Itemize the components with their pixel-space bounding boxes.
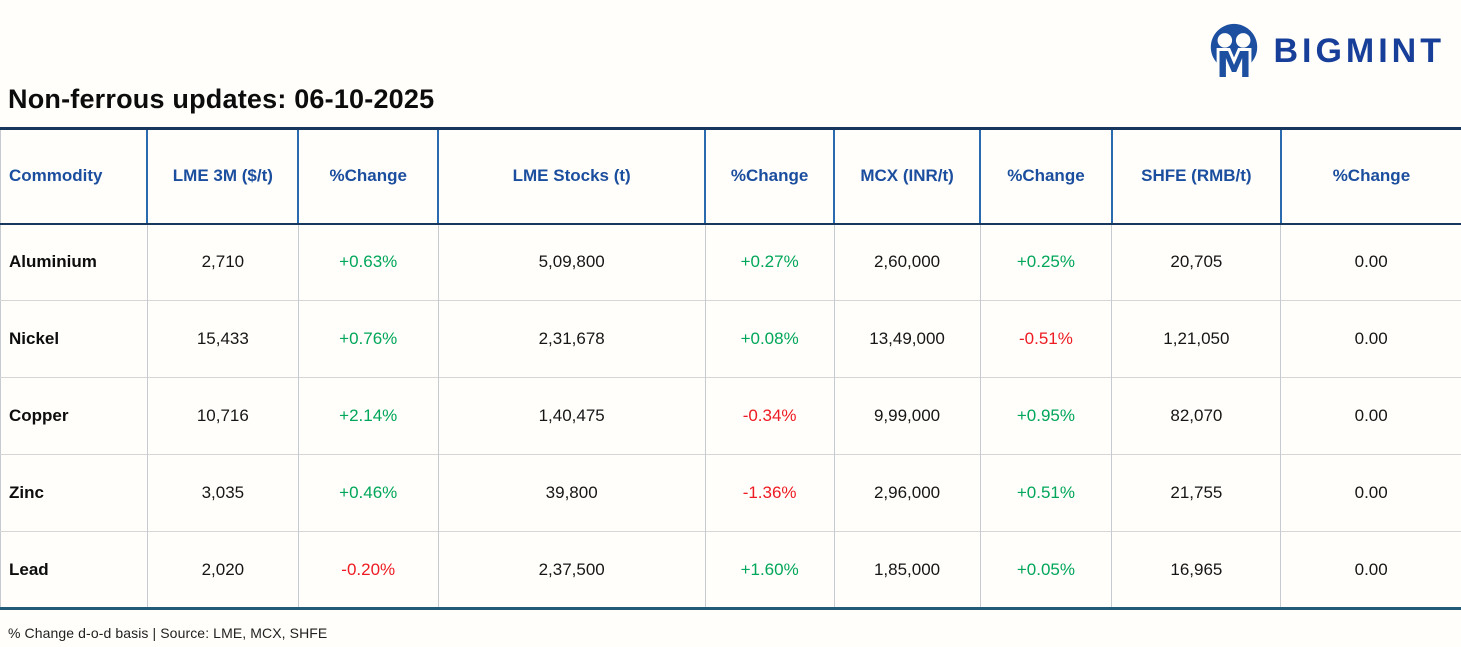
commodity-cell: Copper xyxy=(0,377,148,455)
page-title: Non-ferrous updates: 06-10-2025 xyxy=(8,84,435,114)
table-row-copper: Copper 10,716 +2.14% 1,40,475 -0.34% 9,9… xyxy=(0,377,1461,455)
column-header-lme-stocks-change: %Change xyxy=(704,128,835,225)
commodity-cell: Nickel xyxy=(0,300,148,378)
value-cell: 39,800 xyxy=(437,454,706,532)
value-cell: 3,035 xyxy=(146,454,299,532)
value-cell: 15,433 xyxy=(146,300,299,378)
value-cell: 2,31,678 xyxy=(437,300,706,378)
table-row-lead: Lead 2,020 -0.20% 2,37,500 +1.60% 1,85,0… xyxy=(0,531,1461,610)
table-row-aluminium: Aluminium 2,710 +0.63% 5,09,800 +0.27% 2… xyxy=(1,223,1461,301)
svg-text:M: M xyxy=(1217,45,1253,80)
value-cell: 9,99,000 xyxy=(833,377,980,455)
value-cell: 13,49,000 xyxy=(833,300,980,378)
change-cell: -0.51% xyxy=(979,300,1112,378)
change-cell: +0.63% xyxy=(297,223,439,301)
change-cell: +0.08% xyxy=(704,300,835,378)
value-cell: 1,21,050 xyxy=(1111,300,1281,378)
column-header-lme-3m-change: %Change xyxy=(297,128,439,225)
change-cell: -0.20% xyxy=(297,531,439,610)
value-cell: 2,60,000 xyxy=(833,223,980,301)
commodity-cell: Aluminium xyxy=(9,252,97,272)
value-cell: 2,020 xyxy=(146,531,299,610)
commodity-cell: Zinc xyxy=(0,454,148,532)
column-header-lme-3m: LME 3M ($/t) xyxy=(146,128,299,225)
header-row: Commodity LME 3M ($/t) %Change LME Stock… xyxy=(0,128,1461,225)
change-cell: -0.34% xyxy=(704,377,835,455)
column-header-shfe: SHFE (RMB/t) xyxy=(1110,128,1281,225)
column-header-lme-stocks: LME Stocks (t) xyxy=(437,128,706,225)
bigmint-logo-icon: M xyxy=(1205,22,1263,80)
column-header-mcx: MCX (INR/t) xyxy=(833,128,980,225)
column-header-commodity: Commodity xyxy=(0,128,148,225)
column-header-mcx-change: %Change xyxy=(979,128,1112,225)
change-cell: +2.14% xyxy=(297,377,439,455)
footnote: % Change d-o-d basis | Source: LME, MCX,… xyxy=(8,625,328,641)
change-cell: 0.00 xyxy=(1280,300,1461,378)
column-header-shfe-change: %Change xyxy=(1279,128,1461,225)
change-cell: 0.00 xyxy=(1280,223,1461,301)
change-cell: 0.00 xyxy=(1280,531,1461,610)
value-cell: 5,09,800 xyxy=(437,223,706,301)
value-cell: 2,37,500 xyxy=(437,531,706,610)
brand-name: BIGMINT xyxy=(1273,31,1445,70)
value-cell: 16,965 xyxy=(1111,531,1281,610)
commodity-cell: Lead xyxy=(0,531,148,610)
change-cell: +0.25% xyxy=(979,223,1112,301)
change-cell: +0.95% xyxy=(979,377,1112,455)
change-cell: +0.76% xyxy=(297,300,439,378)
commodity-price-table: Commodity LME 3M ($/t) %Change LME Stock… xyxy=(0,127,1461,610)
change-cell: +0.51% xyxy=(979,454,1112,532)
value-cell: 2,710 xyxy=(146,223,299,301)
change-cell: +0.27% xyxy=(704,223,835,301)
value-cell: 21,755 xyxy=(1111,454,1281,532)
table-row-zinc: Zinc 3,035 +0.46% 39,800 -1.36% 2,96,000… xyxy=(0,454,1461,532)
value-cell: 82,070 xyxy=(1111,377,1281,455)
change-cell: 0.00 xyxy=(1280,377,1461,455)
value-cell: 2,96,000 xyxy=(833,454,980,532)
value-cell: 1,40,475 xyxy=(437,377,706,455)
value-cell: 10,716 xyxy=(146,377,299,455)
change-cell: -1.36% xyxy=(704,454,835,532)
change-cell: +0.05% xyxy=(979,531,1112,610)
table-row-nickel: Nickel 15,433 +0.76% 2,31,678 +0.08% 13,… xyxy=(0,300,1461,378)
change-cell: +1.60% xyxy=(704,531,835,610)
change-cell: 0.00 xyxy=(1280,454,1461,532)
value-cell: 20,705 xyxy=(1111,223,1281,301)
value-cell: 1,85,000 xyxy=(833,531,980,610)
change-cell: +0.46% xyxy=(297,454,439,532)
bigmint-logo: M BIGMINT xyxy=(1205,22,1445,80)
